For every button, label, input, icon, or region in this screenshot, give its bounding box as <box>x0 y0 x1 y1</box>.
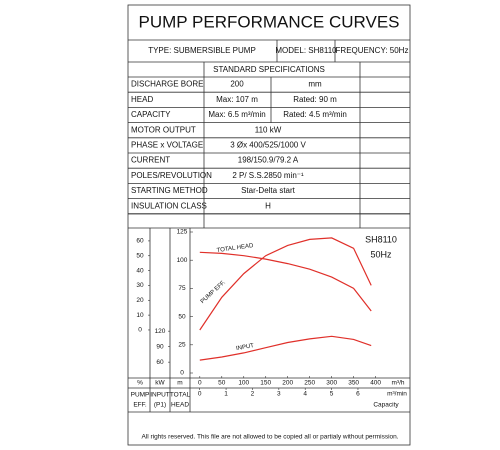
x2-tick-label: 0 <box>198 391 202 398</box>
unit: kW <box>155 380 165 387</box>
head-tick-label: 75 <box>178 285 186 292</box>
x-tick-label: 300 <box>326 380 337 387</box>
curve <box>199 251 372 312</box>
spec-value: Max: 6.5 m³/min <box>208 110 265 119</box>
x2-tick-label: 1 <box>224 391 228 398</box>
spec-value: Rated: 90 m <box>293 95 337 104</box>
input-tick-label: 120 <box>155 328 166 335</box>
spec-label: HEAD <box>131 95 153 104</box>
eff-tick-label: 0 <box>138 327 142 334</box>
x2-tick-label: 2 <box>251 391 255 398</box>
x2-tick-label: 3 <box>277 391 281 398</box>
unit: m <box>177 380 182 387</box>
eff-tick-label: 60 <box>136 238 144 245</box>
spec-value: Max: 107 m <box>216 95 258 104</box>
x-tick-label: 100 <box>238 380 249 387</box>
curve-label: INPUT <box>236 343 255 352</box>
head-tick-label: 125 <box>177 229 188 236</box>
frequency: FREQUENCY: 50Hz <box>336 46 409 55</box>
x-tick-label: 250 <box>304 380 315 387</box>
x-tick-label: 350 <box>348 380 359 387</box>
axis-name: INPUT <box>150 392 170 399</box>
x-tick-label: 0 <box>198 380 202 387</box>
eff-tick-label: 40 <box>136 267 144 274</box>
title: PUMP PERFORMANCE CURVES <box>138 12 399 31</box>
x-tick-label: 150 <box>260 380 271 387</box>
eff-tick-label: 50 <box>136 252 144 259</box>
axis-name: TOTAL <box>170 392 191 399</box>
spec-label: PHASE x VOLTAGE <box>131 141 203 150</box>
axis-name: Capacity <box>373 402 399 409</box>
spec-value: Rated: 4.5 m³/min <box>283 110 347 119</box>
spec-label: CAPACITY <box>131 110 171 119</box>
axis-name: (P1) <box>154 402 166 409</box>
curve-label: PUMP EFF. <box>200 280 227 306</box>
eff-tick-label: 10 <box>136 312 144 319</box>
x2-tick-label: 5 <box>330 391 334 398</box>
freq-label: 50Hz <box>370 249 392 259</box>
x-tick-label: 200 <box>282 380 293 387</box>
head-tick-label: 100 <box>177 257 188 264</box>
x2-tick-label: 6 <box>356 391 360 398</box>
spec-label: STARTING METHOD <box>131 186 208 195</box>
spec-value: 3 Øx 400/525/1000 V <box>230 141 306 150</box>
head-tick-label: 50 <box>178 313 186 320</box>
spec-value: H <box>265 201 271 210</box>
unit: % <box>137 380 143 387</box>
spec-value: 110 kW <box>255 125 282 134</box>
axis-name: HEAD <box>171 402 189 409</box>
spec-value: 200 <box>230 80 244 89</box>
unit: m³/h <box>392 380 405 387</box>
axis-name: PUMP <box>131 392 150 399</box>
spec-label: CURRENT <box>131 156 170 165</box>
spec-label: INSULATION CLASS <box>131 201 207 210</box>
x-tick-label: 400 <box>370 380 381 387</box>
input-tick-label: 90 <box>156 343 164 350</box>
spec-label: POLES/REVOLUTION <box>131 171 212 180</box>
table-lines <box>128 39 410 413</box>
spec-value: 198/150.9/79.2 A <box>238 156 299 165</box>
curve-label: TOTAL HEAD <box>216 243 254 254</box>
pump-type: TYPE: SUBMERSIBLE PUMP <box>148 46 256 55</box>
head-tick-label: 0 <box>180 370 184 377</box>
spec-label: DISCHARGE BORE <box>131 80 203 89</box>
unit: m³/min <box>387 391 407 398</box>
axis-name: EFF. <box>133 402 147 409</box>
eff-tick-label: 30 <box>136 282 144 289</box>
eff-tick-label: 20 <box>136 297 144 304</box>
curve <box>199 237 372 331</box>
input-tick-label: 60 <box>156 359 164 366</box>
model-label: SH8110 <box>365 234 397 244</box>
footer: All rights reserved. This file are not a… <box>141 434 398 441</box>
spec-value: 2 P/ S.S.2850 min⁻¹ <box>232 171 304 180</box>
curve <box>199 335 372 361</box>
x2-tick-label: 4 <box>303 391 307 398</box>
spec-value: Star-Delta start <box>241 186 296 195</box>
spec-label: MOTOR OUTPUT <box>131 125 196 134</box>
model: MODEL: SH8110 <box>275 46 337 55</box>
head-tick-label: 25 <box>178 342 186 349</box>
spec-value: mm <box>308 80 322 89</box>
frame <box>127 4 411 446</box>
x-tick-label: 50 <box>218 380 226 387</box>
spec-heading: STANDARD SPECIFICATIONS <box>213 65 325 74</box>
